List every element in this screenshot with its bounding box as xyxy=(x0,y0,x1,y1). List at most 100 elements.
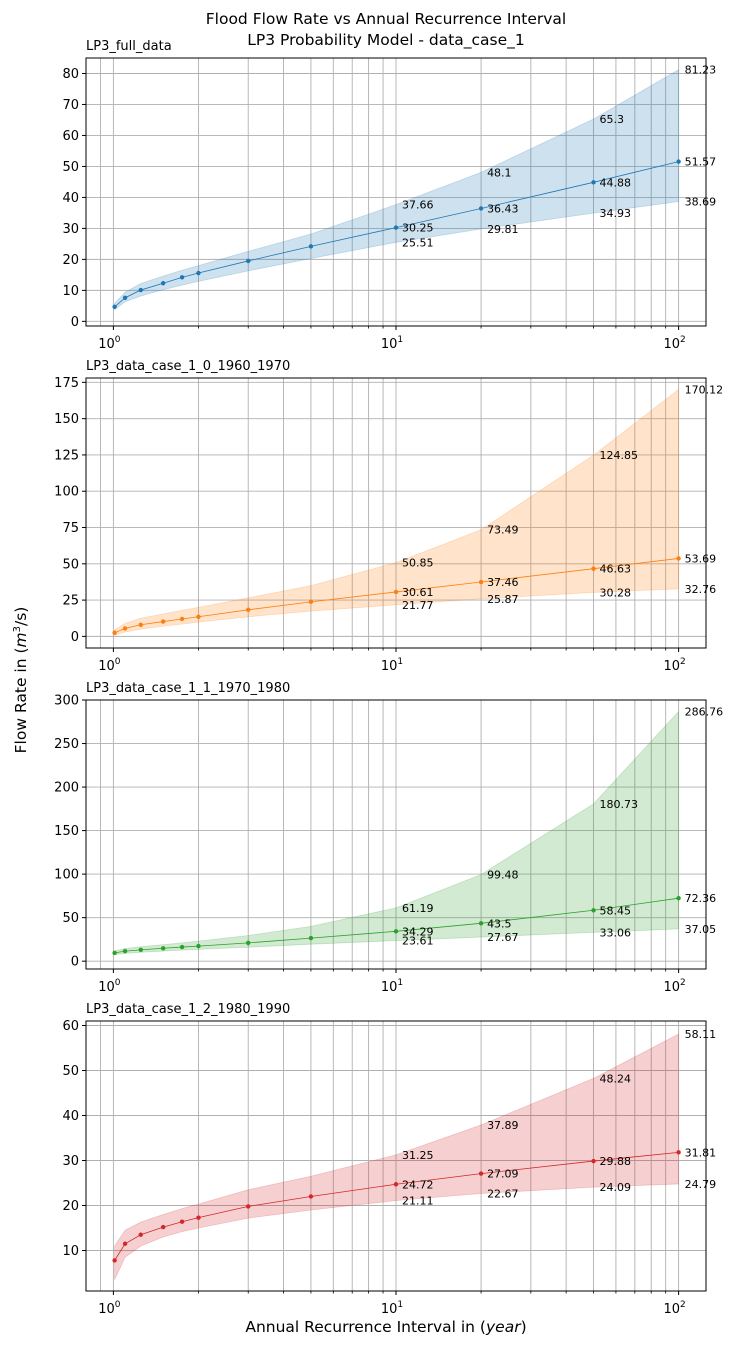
median-point xyxy=(478,1171,484,1176)
median-point xyxy=(246,258,251,264)
median-point xyxy=(179,275,185,280)
value-annotation: 37.89 xyxy=(487,1119,519,1132)
value-annotation: 124.85 xyxy=(600,449,639,462)
value-annotation: 33.06 xyxy=(600,926,632,939)
y-tick-label: 50 xyxy=(62,1064,79,1079)
median-point xyxy=(122,295,128,301)
value-annotation: 58.45 xyxy=(600,904,632,917)
y-tick-label: 200 xyxy=(54,781,79,796)
value-annotation: 37.66 xyxy=(402,199,434,212)
median-point xyxy=(676,556,681,561)
x-tick-exponent: 1 xyxy=(397,978,403,988)
median-point xyxy=(160,619,166,624)
x-tick-exponent: 0 xyxy=(115,978,121,988)
y-axis-label-unit: m xyxy=(12,632,30,647)
median-point xyxy=(308,935,314,941)
value-annotation: 25.51 xyxy=(402,236,434,249)
median-point xyxy=(478,921,484,926)
median-point xyxy=(308,1194,314,1199)
value-annotation: 23.61 xyxy=(402,935,434,948)
value-annotation: 30.61 xyxy=(402,586,434,599)
x-axis-label: Annual Recurrence Interval in (year) xyxy=(245,1318,526,1336)
confidence-band xyxy=(114,68,680,311)
median-point xyxy=(393,1182,399,1187)
y-tick-label: 300 xyxy=(54,694,79,709)
y-tick-label: 50 xyxy=(62,911,79,926)
y-axis-label-suffix: /s) xyxy=(12,607,30,626)
value-annotation: 81.23 xyxy=(685,64,717,77)
y-tick-label: 50 xyxy=(62,160,79,175)
x-tick-label: 100 xyxy=(98,1300,121,1317)
value-annotation: 65.3 xyxy=(600,113,625,126)
x-tick-label: 102 xyxy=(663,978,685,995)
median-point xyxy=(196,270,201,276)
y-tick-label: 0 xyxy=(71,955,79,970)
median-point xyxy=(393,225,399,230)
median-point xyxy=(138,947,143,953)
median-point xyxy=(112,304,117,309)
median-point xyxy=(246,940,251,946)
value-annotation: 37.05 xyxy=(685,923,717,936)
median-point xyxy=(196,1215,201,1220)
value-annotation: 37.46 xyxy=(487,576,519,589)
confidence-band xyxy=(114,710,680,956)
median-point xyxy=(478,206,484,211)
x-tick-label: 100 xyxy=(98,335,121,352)
value-annotation: 58.11 xyxy=(685,1028,717,1041)
median-point xyxy=(112,630,117,635)
value-annotation: 30.28 xyxy=(600,586,632,599)
x-tick-base: 10 xyxy=(98,659,115,674)
value-annotation: 31.81 xyxy=(685,1146,717,1159)
x-tick-base: 10 xyxy=(381,659,398,674)
median-point xyxy=(196,614,201,619)
y-tick-label: 40 xyxy=(62,191,79,206)
value-annotation: 48.1 xyxy=(487,166,512,179)
value-annotation: 31.25 xyxy=(402,1149,434,1162)
grid-lines xyxy=(86,699,706,969)
y-tick-label: 50 xyxy=(62,557,79,572)
y-tick-label: 150 xyxy=(54,824,79,839)
value-annotation: 34.29 xyxy=(402,925,434,938)
median-point xyxy=(393,929,399,934)
grid-lines xyxy=(86,378,706,648)
grid-lines xyxy=(86,58,706,326)
y-tick-label: 30 xyxy=(62,1154,79,1169)
median-point xyxy=(308,244,314,249)
median-point xyxy=(138,287,143,293)
median-point xyxy=(676,159,681,164)
value-annotation: 21.11 xyxy=(402,1195,434,1208)
value-annotation: 53.69 xyxy=(685,552,717,565)
value-annotation: 32.76 xyxy=(685,583,717,596)
x-tick-label: 100 xyxy=(98,978,121,995)
value-annotation: 44.88 xyxy=(600,176,632,189)
y-tick-label: 150 xyxy=(54,412,79,427)
y-tick-label: 25 xyxy=(62,594,79,609)
x-tick-label: 101 xyxy=(381,657,403,674)
value-annotation: 29.88 xyxy=(600,1155,632,1168)
x-tick-base: 10 xyxy=(98,980,115,995)
median-point xyxy=(122,948,128,954)
confidence-band xyxy=(114,1033,680,1280)
subplot-title: LP3_data_case_1_1_1970_1980 xyxy=(86,681,290,696)
median-point xyxy=(591,180,596,185)
x-tick-base: 10 xyxy=(381,980,398,995)
value-annotation: 72.36 xyxy=(685,892,717,905)
median-point xyxy=(138,622,143,627)
value-annotation: 24.79 xyxy=(685,1178,717,1191)
subplot-title: LP3_data_case_1_0_1960_1970 xyxy=(86,359,290,374)
x-tick-exponent: 0 xyxy=(115,1300,121,1310)
value-annotation: 29.81 xyxy=(487,223,519,236)
median-point xyxy=(160,281,166,286)
median-point xyxy=(179,616,185,622)
y-tick-label: 60 xyxy=(62,129,79,144)
y-axis-label-prefix: Flow Rate in ( xyxy=(12,647,30,753)
value-annotation: 99.48 xyxy=(487,869,519,882)
y-tick-label: 10 xyxy=(62,1244,79,1259)
x-tick-exponent: 1 xyxy=(397,1300,403,1310)
median-point xyxy=(179,1219,185,1224)
median-line xyxy=(114,558,679,634)
x-axis-label-suffix: ) xyxy=(521,1318,527,1336)
